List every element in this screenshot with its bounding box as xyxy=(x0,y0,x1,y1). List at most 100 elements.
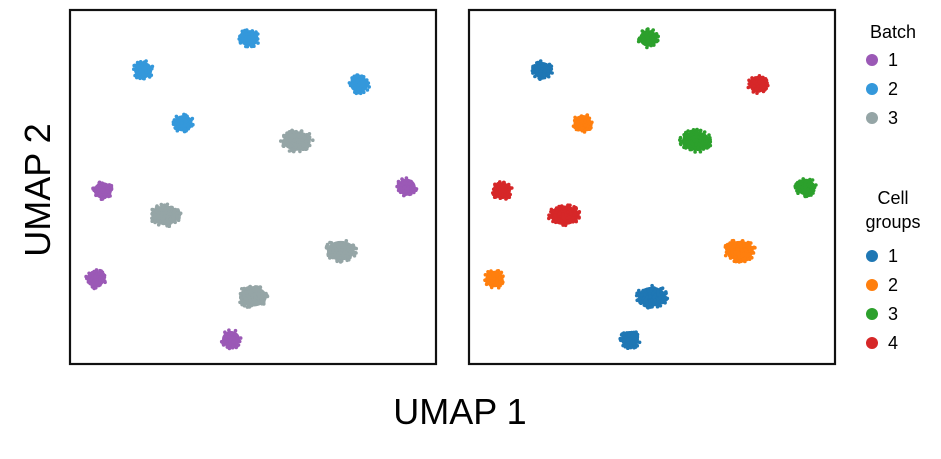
data-point xyxy=(90,271,94,275)
data-point xyxy=(640,29,645,33)
data-point xyxy=(623,344,628,349)
data-point xyxy=(157,206,162,210)
data-point xyxy=(723,253,728,258)
data-point xyxy=(622,338,626,342)
data-point xyxy=(338,260,343,264)
data-point xyxy=(292,148,297,152)
data-point xyxy=(326,253,331,258)
data-point xyxy=(585,127,589,132)
data-point xyxy=(637,297,642,301)
data-point xyxy=(304,139,308,144)
data-point xyxy=(326,247,330,251)
data-point xyxy=(149,73,154,77)
data-point xyxy=(681,139,685,143)
data-point xyxy=(247,285,251,290)
data-point xyxy=(243,31,248,36)
cluster-group-4 xyxy=(547,203,582,228)
data-point xyxy=(152,215,156,220)
data-point xyxy=(800,189,805,193)
data-point xyxy=(84,274,88,279)
data-point xyxy=(737,254,742,258)
data-point xyxy=(646,305,650,310)
data-point xyxy=(107,183,112,187)
data-point xyxy=(693,150,697,154)
cluster-group-2 xyxy=(571,113,594,134)
data-point xyxy=(247,35,251,40)
data-point xyxy=(176,208,180,212)
data-point xyxy=(88,281,92,286)
legend-label: 1 xyxy=(888,246,898,266)
data-point xyxy=(752,80,757,85)
data-point xyxy=(659,290,663,295)
data-point xyxy=(535,61,539,65)
data-point xyxy=(646,43,650,47)
data-point xyxy=(145,65,150,69)
data-point xyxy=(334,243,339,247)
data-point xyxy=(803,193,808,198)
data-point xyxy=(221,341,225,345)
cluster-batch-2 xyxy=(237,28,260,49)
data-point xyxy=(702,146,706,150)
data-point xyxy=(800,185,804,190)
data-point xyxy=(702,134,706,138)
legend-label: 3 xyxy=(888,304,898,324)
data-point xyxy=(106,189,110,194)
data-point xyxy=(132,63,136,68)
data-point xyxy=(588,127,592,131)
data-point xyxy=(574,218,578,222)
data-point xyxy=(296,138,301,143)
data-point xyxy=(640,293,644,297)
cluster-group-3 xyxy=(793,177,818,199)
data-point xyxy=(635,335,640,339)
data-point xyxy=(560,219,564,223)
data-point xyxy=(402,193,407,197)
data-point xyxy=(292,142,297,147)
legend-title: Batch xyxy=(870,22,916,42)
data-point xyxy=(352,254,357,258)
data-point xyxy=(161,211,166,215)
data-point xyxy=(365,78,369,82)
data-point xyxy=(583,123,588,128)
data-point xyxy=(227,334,231,339)
data-point xyxy=(706,145,711,149)
data-point xyxy=(530,69,535,73)
data-point xyxy=(254,300,259,305)
data-point xyxy=(101,196,105,200)
data-point xyxy=(182,112,186,117)
data-point xyxy=(186,123,190,127)
cluster-batch-1 xyxy=(91,180,114,201)
data-point xyxy=(691,137,696,141)
data-point xyxy=(336,245,341,250)
data-point xyxy=(238,39,243,43)
data-point xyxy=(344,239,349,243)
data-point xyxy=(351,86,356,90)
data-point xyxy=(753,245,757,250)
data-point xyxy=(100,181,104,185)
data-point xyxy=(282,133,286,138)
data-point xyxy=(288,134,292,138)
data-point xyxy=(93,274,97,279)
data-point xyxy=(590,120,594,125)
data-point xyxy=(728,242,733,246)
data-point xyxy=(501,274,505,279)
cluster-group-4 xyxy=(491,180,514,201)
data-point xyxy=(549,215,553,219)
data-point xyxy=(557,211,562,216)
data-point xyxy=(498,193,503,197)
data-point xyxy=(227,328,231,333)
data-point xyxy=(618,338,623,343)
data-point xyxy=(156,211,161,215)
data-point xyxy=(234,332,238,337)
data-point xyxy=(255,285,259,289)
data-point xyxy=(138,61,143,65)
data-point xyxy=(411,184,416,188)
data-point xyxy=(553,220,558,225)
cluster-group-3 xyxy=(678,127,713,154)
data-point xyxy=(733,254,737,259)
data-point xyxy=(243,28,247,33)
data-point xyxy=(247,295,251,300)
data-point xyxy=(306,133,310,137)
cell-groups-legend: Cell groups 1 2 3 4 xyxy=(865,188,920,353)
legend-marker xyxy=(866,83,878,95)
